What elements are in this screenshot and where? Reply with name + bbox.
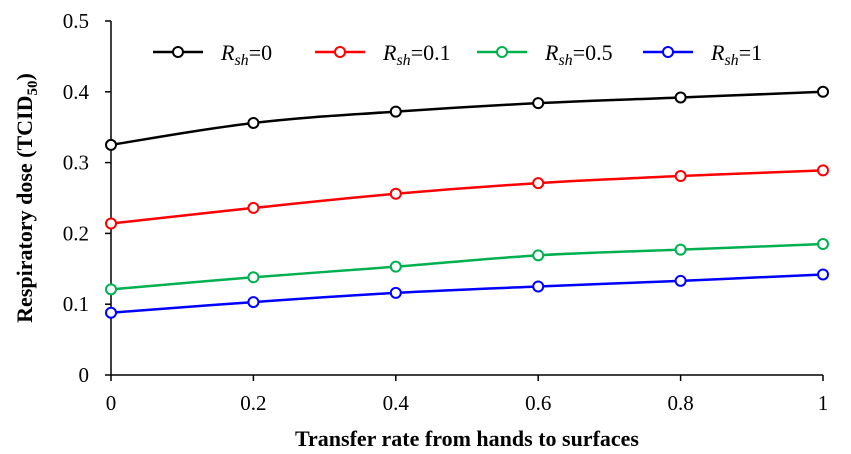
data-point — [817, 164, 829, 177]
y-axis-title-subscript: 50 — [25, 81, 41, 96]
legend: Rsh=0 Rsh=0.1 Rsh=0.5 Rsh=1 — [153, 40, 762, 69]
x-tick-label: 0.4 — [383, 391, 410, 415]
series-1 — [105, 164, 829, 230]
legend-label-sub: sh — [396, 52, 410, 69]
legend-label: Rsh=0 — [220, 40, 272, 69]
legend-label-value: =0.5 — [573, 40, 613, 65]
legend-label-var: R — [220, 40, 235, 65]
y-tick-label: 0 — [79, 363, 90, 387]
data-point — [532, 280, 545, 293]
x-tick-label: 0.6 — [525, 391, 551, 415]
data-point — [105, 217, 117, 230]
data-point — [532, 177, 545, 190]
x-axis-ticks: 0 0.2 0.4 0.6 0.8 1 — [106, 375, 829, 415]
data-point — [247, 271, 260, 284]
series-0 — [105, 85, 829, 151]
legend-item: Rsh=0 — [153, 40, 272, 69]
legend-swatch-marker — [334, 46, 346, 58]
legend-label-var: R — [710, 40, 725, 65]
legend-item: Rsh=0.5 — [477, 40, 613, 69]
series-line — [110, 90, 824, 147]
data-point — [247, 116, 260, 129]
data-point — [389, 260, 402, 273]
y-tick-label: 0.1 — [63, 292, 89, 316]
data-point — [247, 296, 260, 309]
y-tick-label: 0.5 — [63, 9, 89, 33]
series-3 — [105, 268, 829, 319]
legend-label: Rsh=0.5 — [544, 40, 613, 69]
x-tick-label: 0 — [106, 391, 117, 415]
x-tick-label: 0.8 — [667, 391, 693, 415]
y-axis-ticks: 0 0.1 0.2 0.3 0.4 0.5 — [63, 9, 111, 387]
y-axis-title-end: ) — [12, 73, 37, 80]
legend-label-var: R — [382, 40, 397, 65]
x-tick-label: 0.2 — [240, 391, 266, 415]
data-point — [105, 283, 117, 296]
axes — [110, 21, 823, 376]
y-axis-title: Respiratory dose (TCID50) — [12, 73, 41, 323]
y-axis-title-main: Respiratory dose (TCID — [12, 96, 37, 323]
legend-label: Rsh=0.1 — [382, 40, 451, 69]
legend-label-value: =0.1 — [411, 40, 451, 65]
data-point — [389, 286, 402, 299]
legend-label-value: =0 — [249, 40, 272, 65]
data-point — [817, 238, 829, 251]
data-point — [674, 243, 687, 256]
data-point — [247, 201, 260, 214]
legend-label-sub: sh — [234, 52, 248, 69]
data-point — [105, 306, 117, 319]
legend-swatch-marker — [496, 46, 508, 58]
data-point — [389, 105, 402, 118]
legend-label: Rsh=1 — [710, 40, 762, 69]
series-line — [110, 273, 824, 314]
x-tick-label: 1 — [818, 391, 829, 415]
data-point — [532, 97, 545, 110]
data-point — [674, 274, 687, 287]
data-point — [674, 91, 687, 104]
legend-label-sub: sh — [558, 52, 572, 69]
data-point — [532, 249, 545, 262]
data-point — [817, 85, 829, 98]
legend-item: Rsh=0.1 — [315, 40, 451, 69]
x-axis-title: Transfer rate from hands to surfaces — [295, 426, 639, 451]
legend-label-value: =1 — [739, 40, 762, 65]
data-point — [105, 138, 117, 151]
legend-swatch-marker — [172, 46, 184, 58]
series-line — [110, 169, 824, 225]
data-point — [674, 170, 687, 183]
y-tick-label: 0.2 — [63, 221, 89, 245]
y-tick-label: 0.4 — [63, 80, 90, 104]
series-2 — [105, 238, 829, 296]
legend-label-sub: sh — [724, 52, 738, 69]
y-tick-label: 0.3 — [63, 151, 89, 175]
series-line — [110, 242, 824, 291]
data-point — [389, 187, 402, 200]
data-point — [817, 268, 829, 281]
legend-label-var: R — [544, 40, 559, 65]
legend-item: Rsh=1 — [643, 40, 762, 69]
data-series — [105, 85, 829, 319]
legend-swatch-marker — [662, 46, 674, 58]
